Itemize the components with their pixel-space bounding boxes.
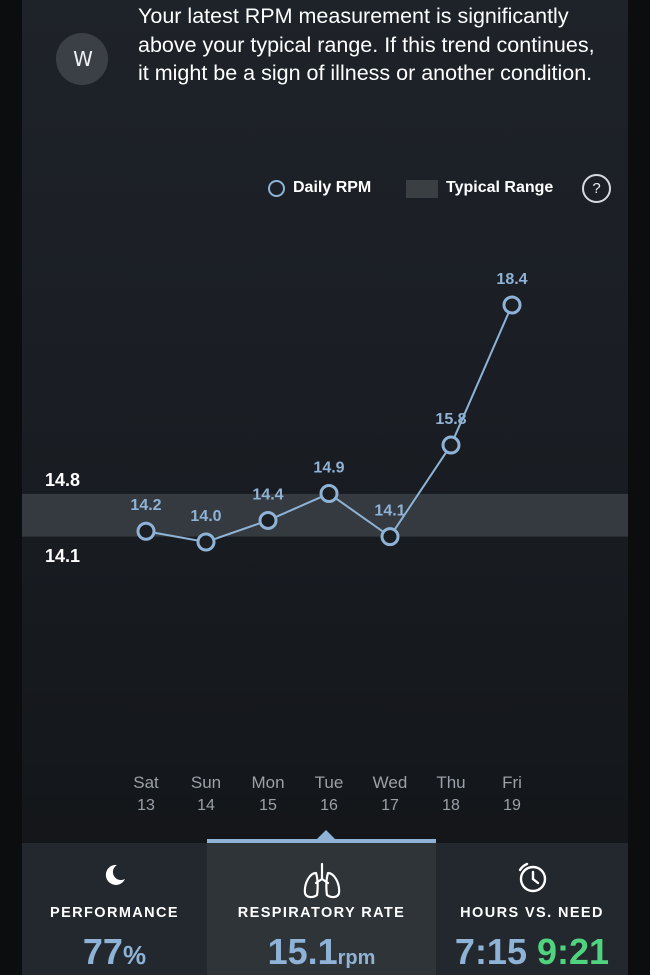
data-point bbox=[441, 435, 461, 455]
x-tick-date: 15 bbox=[259, 797, 277, 814]
data-point bbox=[258, 510, 278, 530]
data-point bbox=[502, 295, 522, 315]
data-label: 14.9 bbox=[313, 460, 344, 477]
x-tick-date: 19 bbox=[503, 797, 521, 814]
performance-tile[interactable]: PERFORMANCE 77% bbox=[22, 843, 207, 975]
hours-vs-need-label: HOURS VS. NEED bbox=[460, 905, 604, 921]
ytick-label-high: 14.8 bbox=[45, 470, 81, 490]
legend-daily-rpm: Daily RPM bbox=[293, 179, 372, 196]
respiratory-rate-value: 15.1rpm bbox=[267, 931, 376, 972]
daily-rpm-marker-icon bbox=[268, 180, 285, 197]
typical-range-swatch bbox=[406, 180, 438, 198]
x-tick-day: Wed bbox=[373, 773, 408, 792]
x-tick-day: Tue bbox=[315, 773, 344, 792]
performance-value: 77% bbox=[82, 931, 147, 972]
legend-typical-range: Typical Range bbox=[446, 179, 554, 196]
chart-legend: Daily RPM Typical Range ? bbox=[0, 174, 650, 204]
respiratory-rate-tile[interactable]: RESPIRATORY RATE 15.1rpm bbox=[207, 843, 436, 975]
alert-banner: W Your latest RPM measurement is signifi… bbox=[0, 0, 650, 125]
data-label: 18.4 bbox=[496, 271, 527, 288]
clock-icon bbox=[518, 862, 547, 893]
x-tick-day: Mon bbox=[251, 773, 284, 792]
x-tick-day: Sat bbox=[133, 773, 159, 792]
data-point bbox=[380, 527, 400, 547]
hours-vs-need-tile[interactable]: HOURS VS. NEED 7:15 9:21 bbox=[436, 843, 628, 975]
x-tick-date: 13 bbox=[137, 797, 155, 814]
x-tick-date: 17 bbox=[381, 797, 399, 814]
lungs-icon bbox=[303, 862, 340, 899]
data-label: 14.4 bbox=[252, 486, 283, 503]
rpm-line-chart: 14.2 14.0 14.4 14.9 14.1 15.8 18.4 Sat 13 Sun 14 Mo… bbox=[22, 271, 628, 814]
ytick-label-low: 14.1 bbox=[45, 546, 81, 566]
data-label: 14.2 bbox=[130, 497, 161, 514]
x-tick-day: Thu bbox=[436, 773, 465, 792]
hours-needed: 9:21 bbox=[537, 931, 610, 972]
performance-label: PERFORMANCE bbox=[50, 905, 179, 921]
moon-icon bbox=[105, 864, 125, 885]
data-label: 14.0 bbox=[190, 508, 221, 525]
data-label: 15.8 bbox=[435, 411, 466, 428]
alert-message: Your latest RPM measurement is significa… bbox=[138, 4, 595, 85]
left-edge bbox=[0, 0, 22, 975]
x-tick-day: Sun bbox=[191, 773, 221, 792]
data-point bbox=[319, 484, 339, 504]
hours-slept: 7:15 bbox=[454, 931, 527, 972]
metrics-bar: PERFORMANCE 77% RESPIRATORY RATE 15.1rpm… bbox=[22, 843, 628, 975]
right-edge bbox=[628, 0, 650, 975]
data-label: 14.1 bbox=[374, 503, 405, 520]
whoop-logo-icon: W bbox=[56, 33, 108, 85]
selected-tab-indicator bbox=[207, 839, 436, 846]
respiratory-rate-label: RESPIRATORY RATE bbox=[237, 905, 406, 921]
x-tick-date: 18 bbox=[442, 797, 460, 814]
x-tick-day: Fri bbox=[502, 773, 522, 792]
x-tick-date: 16 bbox=[320, 797, 338, 814]
tab-pointer bbox=[317, 830, 335, 839]
hours-vs-need-value: 7:15 9:21 bbox=[436, 931, 628, 973]
x-tick-date: 14 bbox=[197, 797, 215, 814]
data-point bbox=[136, 521, 156, 541]
help-icon[interactable]: ? bbox=[582, 174, 611, 203]
data-point bbox=[196, 532, 216, 552]
